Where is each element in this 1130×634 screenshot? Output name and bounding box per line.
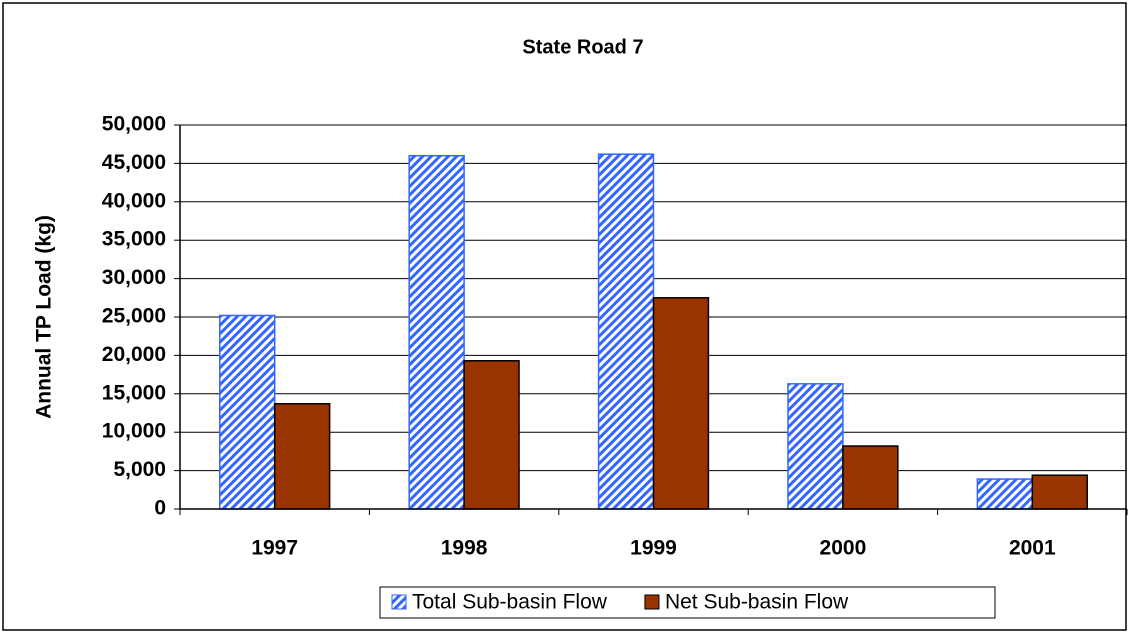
bar [597, 153, 655, 510]
bar [463, 360, 520, 510]
y-tick-label: 40,000 [102, 189, 166, 212]
legend-box [379, 586, 996, 619]
y-tick-label: 30,000 [102, 266, 166, 289]
y-tick-label: 5,000 [113, 458, 166, 481]
y-tick-label: 35,000 [102, 228, 166, 251]
bar [1031, 474, 1088, 510]
y-axis-label: Annual TP Load (kg) [33, 215, 56, 419]
x-tick-label: 1999 [630, 537, 677, 560]
bar [842, 445, 899, 510]
chart-title: State Road 7 [522, 36, 643, 58]
bar [976, 478, 1034, 510]
bar [273, 403, 331, 510]
x-tick-label: 2001 [1009, 537, 1056, 560]
bar [219, 314, 276, 510]
x-tick-label: 1998 [441, 537, 488, 560]
y-tick-label: 50,000 [102, 113, 166, 136]
bar [408, 154, 465, 510]
y-tick-label: 10,000 [102, 420, 166, 443]
legend-swatch [391, 594, 407, 610]
y-tick-label: 20,000 [102, 343, 166, 366]
legend-swatch [644, 594, 660, 610]
legend-label: Total Sub-basin Flow [412, 591, 608, 614]
bar [787, 383, 844, 510]
bar [652, 297, 710, 510]
x-tick-label: 1997 [251, 537, 298, 560]
x-tick-label: 2000 [820, 537, 867, 560]
legend-label: Net Sub-basin Flow [665, 591, 849, 614]
y-tick-label: 25,000 [102, 305, 166, 328]
y-tick-label: 45,000 [102, 151, 166, 174]
y-tick-label: 15,000 [102, 381, 166, 404]
y-tick-label: 0 [154, 497, 166, 520]
